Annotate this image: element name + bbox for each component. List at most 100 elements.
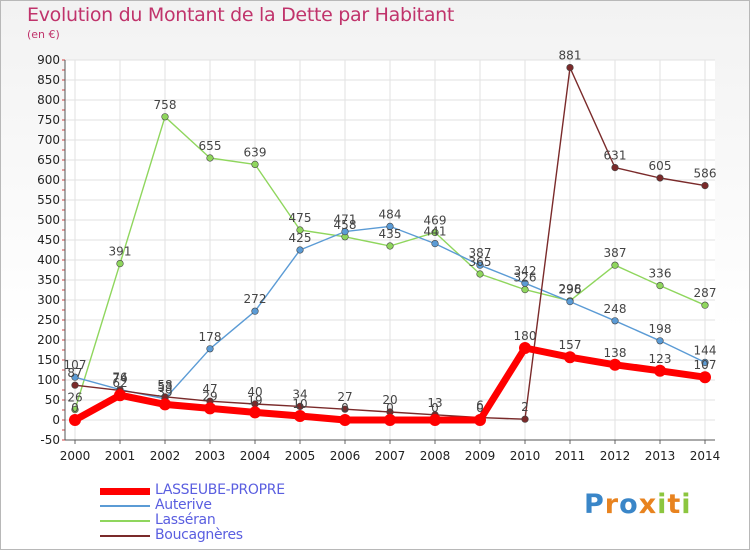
y-tick-label: 650: [37, 153, 60, 167]
logo-letter: P: [584, 489, 605, 520]
data-point: [431, 228, 439, 236]
data-label: 53: [157, 380, 172, 394]
data-label: 180: [514, 329, 537, 343]
x-tick-label: 2006: [330, 449, 361, 463]
x-tick-label: 2007: [375, 449, 406, 463]
data-point: [701, 358, 709, 367]
data-point: [701, 182, 709, 190]
data-label: 107: [694, 358, 717, 372]
data-point: [609, 358, 621, 371]
logo-letter: i: [681, 489, 692, 520]
data-label: 336: [649, 267, 672, 281]
data-label: 0: [476, 401, 484, 415]
data-label: 144: [694, 343, 717, 357]
data-point: [296, 246, 304, 254]
legend-label: LASSEUBE-PROPRE: [155, 482, 285, 498]
data-point: [386, 222, 394, 230]
x-tick-label: 2003: [195, 449, 226, 463]
x-tick-label: 2000: [60, 449, 91, 463]
data-point: [699, 371, 711, 384]
data-label: 296: [559, 283, 582, 297]
logo-letter: x: [638, 489, 658, 520]
data-point: [656, 337, 664, 345]
y-tick-label: 250: [37, 313, 60, 327]
logo-letter: t: [667, 489, 682, 520]
data-point: [566, 298, 574, 306]
x-tick-label: 2001: [105, 449, 136, 463]
data-point: [116, 260, 124, 268]
legend-swatch: [100, 535, 150, 537]
data-point: [519, 342, 531, 354]
data-label: 365: [469, 255, 492, 269]
x-tick-label: 2005: [285, 449, 316, 463]
data-point: [296, 226, 304, 234]
data-label: 881: [559, 49, 582, 63]
legend-swatch: [100, 520, 150, 522]
x-tick-label: 2013: [645, 449, 676, 463]
data-point: [294, 410, 306, 422]
data-point: [341, 405, 349, 413]
data-label: 631: [604, 149, 627, 163]
data-point: [566, 63, 574, 72]
data-label: 458: [334, 218, 357, 232]
data-label: 62: [112, 376, 127, 390]
y-tick-label: 300: [37, 293, 60, 307]
data-label: 178: [199, 330, 222, 344]
data-point: [656, 174, 664, 182]
data-point: [656, 282, 664, 290]
data-label: 26: [67, 391, 82, 405]
data-label: 469: [424, 213, 447, 227]
data-label: 586: [694, 167, 717, 181]
data-label: 19: [247, 393, 262, 407]
data-label: 484: [379, 207, 402, 221]
data-label: 47: [202, 382, 217, 396]
data-label: 87: [67, 366, 82, 380]
data-label: 123: [649, 352, 672, 366]
legend-swatch: [100, 487, 150, 495]
data-point: [341, 228, 349, 236]
x-tick-label: 2011: [555, 449, 586, 463]
x-tick-label: 2008: [420, 449, 451, 463]
data-point: [339, 414, 351, 426]
data-point: [474, 414, 486, 426]
data-label: 138: [604, 346, 627, 360]
y-tick-label: 50: [45, 393, 60, 407]
x-tick-label: 2010: [510, 449, 541, 463]
data-label: 29: [202, 389, 217, 403]
data-label: 34: [292, 387, 307, 401]
data-point: [159, 398, 171, 411]
data-point: [611, 261, 619, 269]
data-point: [251, 160, 259, 168]
data-label: 387: [469, 246, 492, 260]
data-point: [249, 406, 261, 419]
data-label: 0: [71, 401, 79, 415]
data-point: [564, 351, 576, 364]
data-label: 0: [341, 401, 349, 415]
data-label: 107: [64, 358, 87, 372]
data-point: [71, 381, 79, 389]
y-tick-label: 0: [52, 413, 60, 427]
data-point: [701, 301, 709, 309]
y-tick-label: 100: [37, 373, 60, 387]
y-tick-label: 800: [37, 93, 60, 107]
data-label: 74: [112, 371, 127, 385]
data-label: 40: [247, 385, 262, 399]
data-label: 441: [424, 225, 447, 239]
data-point: [654, 364, 666, 377]
data-label: 27: [337, 390, 352, 404]
data-label: 758: [154, 98, 177, 112]
data-point: [476, 261, 484, 269]
logo-letter: o: [619, 489, 639, 520]
data-point: [296, 402, 304, 411]
y-tick-label: 850: [37, 73, 60, 87]
data-point: [611, 317, 619, 325]
data-label: 2: [521, 400, 529, 414]
legend-label: Lasséran: [155, 512, 216, 528]
data-point: [161, 113, 169, 121]
y-tick-label: 350: [37, 273, 60, 287]
data-label: 13: [427, 396, 442, 410]
data-label: 471: [334, 213, 357, 227]
data-point: [431, 240, 439, 248]
data-label: 0: [386, 401, 394, 415]
